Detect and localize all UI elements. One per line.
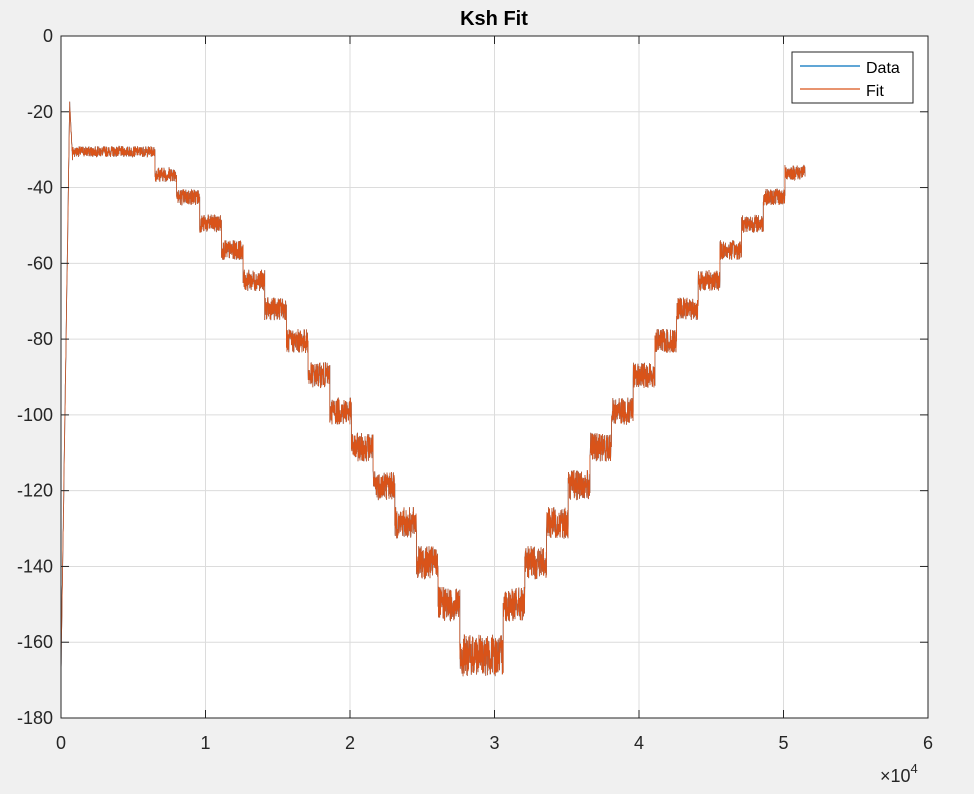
y-tick-label: -80 bbox=[27, 329, 53, 349]
legend-label-fit: Fit bbox=[866, 83, 884, 100]
y-tick-label: -180 bbox=[17, 708, 53, 728]
y-tick-label: -60 bbox=[27, 253, 53, 273]
x-tick-label: 2 bbox=[345, 733, 355, 753]
x-exponent-base: ×10 bbox=[880, 766, 911, 786]
y-tick-label: 0 bbox=[43, 26, 53, 46]
y-tick-label: -20 bbox=[27, 102, 53, 122]
y-tick-label: -40 bbox=[27, 178, 53, 198]
y-tick-label: -140 bbox=[17, 556, 53, 576]
legend: Data Fit bbox=[791, 51, 914, 104]
tick-labels: 0 1 2 3 4 5 6 0 -20 -40 -60 -80 -100 -120 -140 -160 -180 bbox=[17, 26, 933, 753]
y-tick-label: -100 bbox=[17, 405, 53, 425]
y-tick-label: -120 bbox=[17, 481, 53, 501]
axes-ticks bbox=[60, 35, 929, 719]
y-tick-label: -160 bbox=[17, 632, 53, 652]
legend-box bbox=[791, 51, 914, 104]
x-tick-label: 4 bbox=[634, 733, 644, 753]
x-tick-label: 5 bbox=[778, 733, 788, 753]
x-tick-label: 6 bbox=[923, 733, 933, 753]
series-fit-line bbox=[60, 101, 806, 677]
traces bbox=[60, 101, 806, 677]
x-tick-label: 3 bbox=[489, 733, 499, 753]
chart-title: Ksh Fit bbox=[460, 8, 528, 30]
legend-label-data: Data bbox=[866, 60, 900, 77]
x-exponent-power: 4 bbox=[911, 761, 918, 776]
x-tick-label: 0 bbox=[56, 733, 66, 753]
x-exponent-label: ×104 bbox=[880, 761, 918, 786]
x-tick-label: 1 bbox=[200, 733, 210, 753]
